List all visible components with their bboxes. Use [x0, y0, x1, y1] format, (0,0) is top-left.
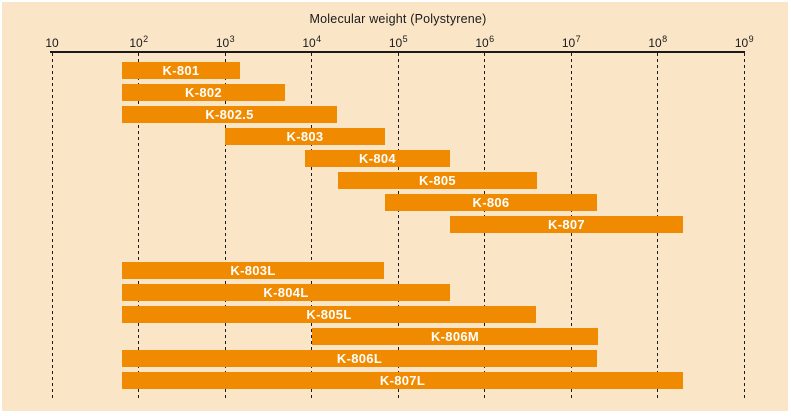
x-tick-base: 10 — [648, 36, 662, 50]
range-bar: K-802.5 — [122, 106, 337, 123]
bar-label: K-801 — [162, 63, 200, 78]
range-bar: K-801 — [122, 62, 240, 79]
bar-label: K-805L — [306, 307, 352, 322]
x-tick-label: 104 — [302, 34, 322, 51]
gridline — [743, 53, 745, 399]
x-tick-exponent: 3 — [229, 34, 235, 44]
range-bar: K-806 — [385, 194, 597, 211]
x-tick-label: 105 — [388, 34, 408, 51]
range-bar: K-807 — [450, 216, 683, 233]
bar-label: K-807L — [379, 373, 426, 388]
range-bar: K-805 — [338, 172, 537, 189]
x-tick-label: 103 — [215, 34, 235, 51]
x-tick-base: 10 — [561, 36, 576, 50]
x-tick-label: 10 — [45, 35, 58, 51]
x-tick-label: 108 — [648, 34, 668, 51]
bar-label: K-802 — [185, 85, 222, 100]
x-tick-base: 10 — [215, 36, 230, 50]
gridline — [311, 53, 312, 399]
x-tick-exponent: 5 — [402, 34, 408, 44]
bar-label: K-806L — [336, 351, 383, 366]
x-tick-base: 10 — [734, 36, 749, 50]
x-axis-line — [50, 51, 745, 53]
bar-label: K-806 — [472, 195, 510, 210]
bar-label: K-803L — [230, 263, 276, 278]
bar-label: K-805 — [419, 173, 456, 188]
x-tick-label: 107 — [561, 34, 581, 51]
gridline — [397, 53, 399, 399]
x-tick-exponent: 8 — [662, 34, 668, 44]
bar-label: K-804 — [359, 151, 396, 166]
chart-title: Molecular weight (Polystyrene) — [309, 12, 487, 26]
gridline — [138, 53, 139, 399]
x-tick-exponent: 9 — [748, 34, 754, 44]
bar-label: K-804L — [263, 285, 309, 300]
x-tick-base: 10 — [45, 36, 59, 50]
range-bar: K-804L — [122, 284, 450, 301]
range-bar: K-802 — [122, 84, 285, 101]
x-tick-exponent: 4 — [316, 34, 322, 44]
bar-label: K-806M — [430, 329, 480, 344]
range-bar: K-803 — [225, 128, 385, 145]
x-tick-exponent: 6 — [489, 34, 495, 44]
x-tick-exponent: 2 — [143, 34, 149, 44]
gridline — [224, 53, 226, 399]
x-tick-label: 109 — [734, 34, 754, 51]
range-bar: K-807L — [122, 372, 683, 389]
bar-label: K-807 — [548, 217, 585, 232]
bar-label: K-802.5 — [205, 107, 254, 122]
x-tick-base: 10 — [302, 36, 316, 50]
x-tick-base: 10 — [129, 36, 143, 50]
range-bar: K-805L — [122, 306, 536, 323]
x-tick-label: 106 — [475, 34, 495, 51]
range-bar: K-806M — [312, 328, 598, 345]
range-bar: K-806L — [122, 350, 597, 367]
x-tick-base: 10 — [475, 36, 489, 50]
bar-label: K-803 — [286, 129, 324, 144]
gridline — [51, 53, 53, 399]
x-tick-label: 102 — [129, 34, 149, 51]
range-bar: K-804 — [305, 150, 450, 167]
x-tick-base: 10 — [388, 36, 403, 50]
range-bar: K-803L — [122, 262, 384, 279]
x-tick-exponent: 7 — [575, 34, 581, 44]
